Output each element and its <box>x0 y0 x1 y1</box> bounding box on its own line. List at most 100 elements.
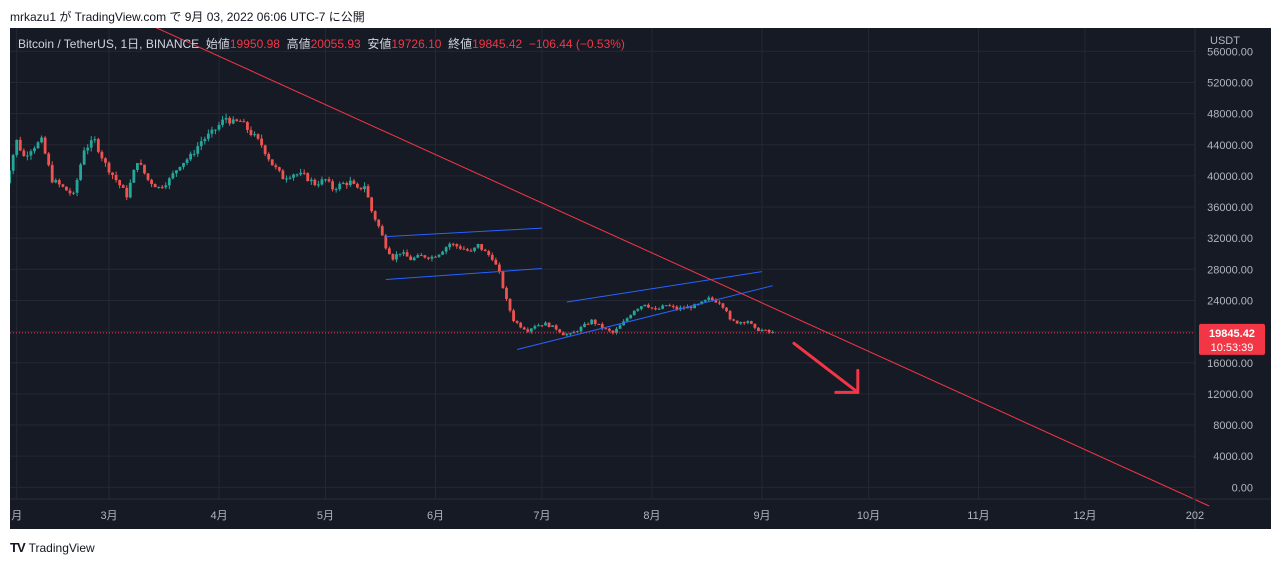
candle-body <box>515 321 519 323</box>
candle-body <box>72 192 75 194</box>
candle-body <box>551 325 555 327</box>
candle-body <box>331 181 334 190</box>
candle-body <box>366 186 370 198</box>
candle-body <box>36 142 40 149</box>
candle-body <box>111 172 114 175</box>
candle-body <box>40 137 43 143</box>
candle-body <box>86 147 90 151</box>
candle-body <box>451 243 455 245</box>
candle-body <box>568 333 572 335</box>
candle-body <box>50 165 54 183</box>
candle-body <box>725 307 728 312</box>
candle-body <box>533 326 537 329</box>
candle-body <box>732 319 736 321</box>
candle-body <box>607 328 611 331</box>
candle-body <box>206 133 210 139</box>
channel-line <box>385 227 542 238</box>
candle-body <box>462 248 466 250</box>
candle-body <box>217 124 221 130</box>
candle-body <box>689 306 693 309</box>
candle-body <box>125 187 129 198</box>
candle-body <box>128 182 132 198</box>
candle-body <box>221 119 224 125</box>
candle-body <box>285 178 288 180</box>
candle-body <box>82 150 86 165</box>
close-label: 終値 <box>448 37 473 51</box>
candle-body <box>79 164 83 180</box>
candle-body <box>324 179 327 181</box>
y-tick-label: 16000.00 <box>1207 358 1253 370</box>
candle-body <box>618 325 622 329</box>
candle-body <box>746 321 750 323</box>
candle-body <box>583 323 586 327</box>
y-tick-label: 40000.00 <box>1207 171 1253 183</box>
candle-body <box>455 244 459 247</box>
channel-line <box>566 271 763 303</box>
candle-body <box>593 319 597 324</box>
open-label: 始値 <box>205 37 230 51</box>
candle-body <box>199 141 203 147</box>
candle-body <box>427 257 430 259</box>
y-tick-label: 8000.00 <box>1213 420 1253 432</box>
candle-body <box>643 304 647 307</box>
symbol-legend: Bitcoin / TetherUS, 1日, BINANCE 始値19950.… <box>18 35 625 52</box>
candle-body <box>526 329 530 332</box>
candle-body <box>647 304 650 308</box>
candle-body <box>728 311 732 320</box>
candle-body <box>65 186 68 191</box>
chart-frame[interactable]: 56000.00 52000.00 48000.00 44000.00 40000.00… <box>10 28 1271 529</box>
candle-body <box>25 155 29 157</box>
candle-body <box>657 308 661 310</box>
candle-body <box>54 180 58 183</box>
candle-body <box>764 329 767 331</box>
descending-trendline <box>155 28 1210 507</box>
candle-body <box>253 134 256 136</box>
open-value: 19950.98 <box>229 37 280 51</box>
candle-body <box>11 155 15 171</box>
candle-body <box>345 183 349 186</box>
candle-body <box>636 308 640 311</box>
candle-body <box>93 139 97 141</box>
candle-body <box>334 189 338 191</box>
candle-body <box>370 197 374 212</box>
candle-body <box>700 301 704 305</box>
candle-body <box>15 139 19 156</box>
candle-body <box>231 119 235 124</box>
x-tick-label: 7月 <box>533 510 550 522</box>
candle-body <box>529 328 533 332</box>
candle-body <box>270 159 274 166</box>
candle-body <box>292 174 295 178</box>
x-tick-label: 5月 <box>317 510 334 522</box>
candle-body <box>579 326 583 332</box>
candle-body <box>214 129 217 131</box>
candle-body <box>57 180 61 185</box>
candle-body <box>402 252 405 254</box>
candle-body <box>114 174 118 181</box>
candle-body <box>338 183 342 190</box>
price-chart[interactable]: 56000.00 52000.00 48000.00 44000.00 40000.00… <box>10 28 1271 529</box>
candle-body <box>47 153 51 166</box>
candle-body <box>96 139 100 152</box>
close-value: 19845.42 <box>472 37 523 51</box>
candle-body <box>753 323 757 328</box>
candle-body <box>760 329 764 332</box>
candle-body <box>512 310 515 322</box>
candle-body <box>309 179 313 182</box>
candle-body <box>434 256 437 258</box>
candle-body <box>277 167 281 171</box>
candle-body <box>558 329 562 333</box>
candle-body <box>537 325 540 327</box>
candle-body <box>267 154 271 160</box>
candle-body <box>171 173 175 179</box>
y-tick-label: 44000.00 <box>1207 140 1253 152</box>
candle-body <box>238 120 242 122</box>
candle-body <box>576 331 579 333</box>
candle-body <box>107 162 111 173</box>
candle-body <box>316 184 320 186</box>
candle-body <box>661 305 665 309</box>
candle-body <box>320 179 324 185</box>
candle-body <box>675 306 679 310</box>
candle-body <box>249 129 253 135</box>
candle-body <box>487 251 491 255</box>
y-tick-label: 24000.00 <box>1207 295 1253 307</box>
